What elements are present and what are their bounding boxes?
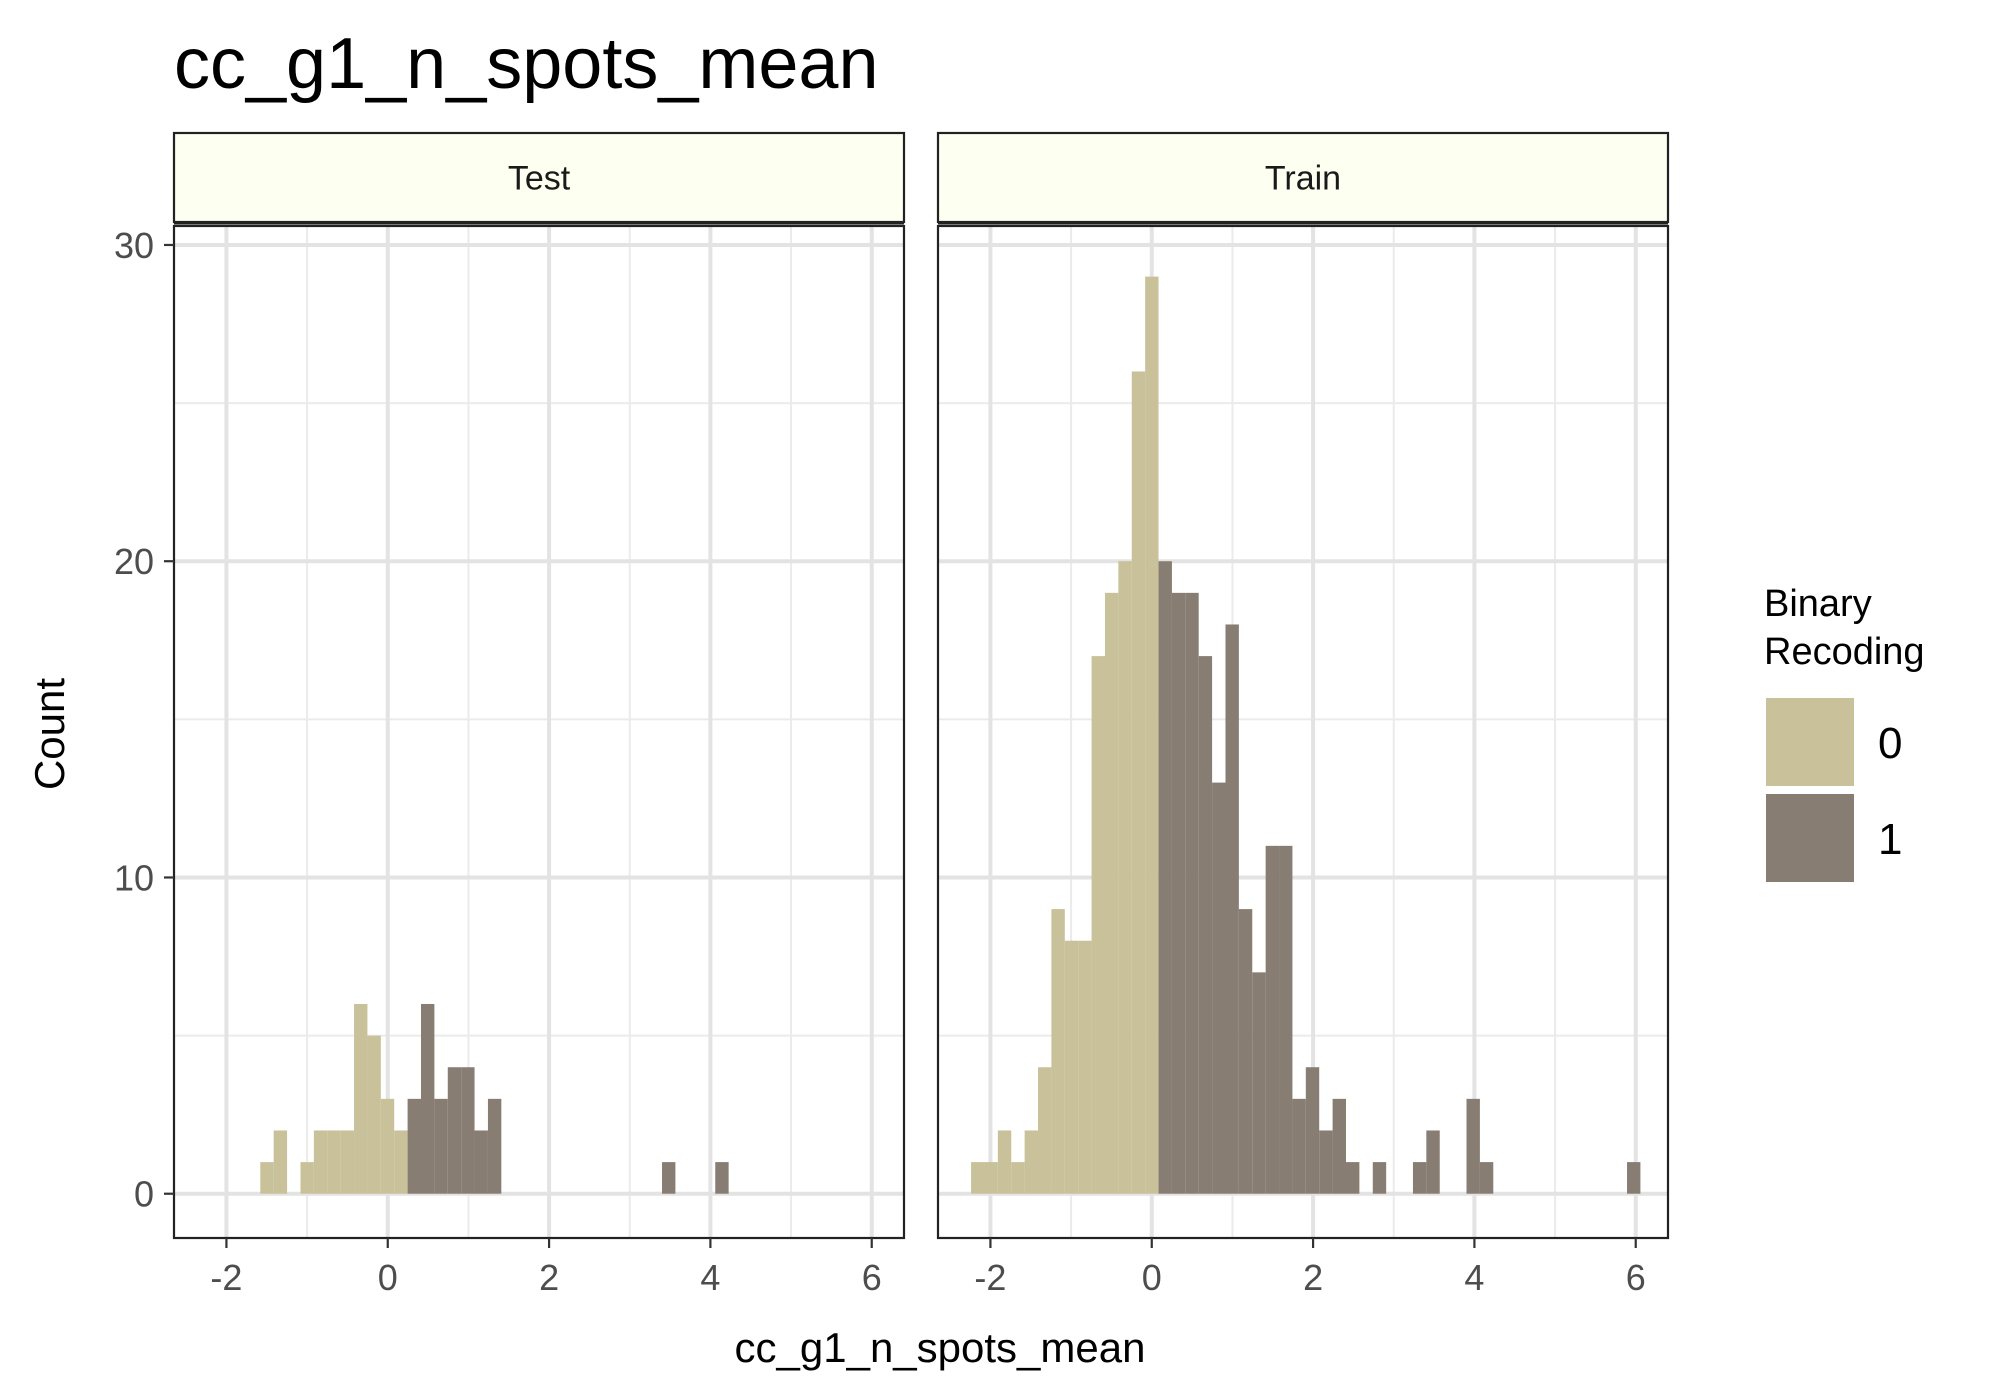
histogram-bar-train-series-1	[1479, 1162, 1494, 1194]
legend-key-1	[1766, 794, 1854, 882]
legend-label-1: 1	[1878, 815, 1902, 864]
histogram-bar-train-series-0	[1118, 561, 1132, 1194]
histogram-bar-train-series-0	[1104, 592, 1119, 1194]
histogram-bar-train-series-1	[1265, 845, 1280, 1194]
histogram-bar-train-series-1	[1627, 1162, 1641, 1194]
histogram-bar-train-series-1	[1319, 1130, 1333, 1194]
y-tick-label: 10	[114, 857, 154, 898]
histogram-bar-train-series-1	[1279, 845, 1293, 1194]
histogram-bar-test-series-1	[662, 1162, 676, 1194]
histogram-bar-train-series-1	[1466, 1098, 1480, 1194]
histogram-bar-train-series-0	[1091, 656, 1105, 1194]
histogram-bar-test-series-1	[434, 1098, 448, 1194]
histogram-bar-train-series-1	[1345, 1162, 1360, 1194]
histogram-bar-train-series-0	[1024, 1130, 1039, 1194]
histogram-bar-test-series-1	[407, 1098, 421, 1194]
facet-strip-label: Test	[508, 160, 571, 198]
histogram-bar-train-series-1	[1305, 1067, 1320, 1194]
histogram-bar-test-series-0	[273, 1130, 288, 1194]
histogram-bar-train-series-1	[1426, 1130, 1440, 1194]
histogram-bar-train-series-1	[1252, 972, 1266, 1194]
histogram-bar-train-series-0	[997, 1130, 1012, 1194]
histogram-bar-test-series-0	[354, 1003, 368, 1194]
histogram-bar-test-series-0	[380, 1098, 395, 1194]
histogram-bar-test-series-1	[461, 1067, 475, 1194]
histogram-bar-train-series-1	[1225, 624, 1239, 1194]
histogram-bar-train-series-0	[1011, 1162, 1025, 1194]
x-tick-label: -2	[974, 1257, 1006, 1298]
y-tick-label: 30	[114, 225, 154, 266]
histogram-bar-train-series-0	[1051, 909, 1065, 1194]
histogram-bar-train-series-0	[1064, 940, 1079, 1194]
histogram-bar-train-series-0	[1038, 1067, 1052, 1194]
x-tick-label: 2	[1303, 1257, 1323, 1298]
histogram-bar-train-series-0	[1078, 940, 1092, 1194]
histogram-bar-train-series-0	[971, 1162, 985, 1194]
panel-test: Test -2 0 2 4 6	[172, 131, 906, 1298]
histogram-bar-train-series-1	[1372, 1162, 1387, 1194]
legend-title: Binary Recoding	[1764, 583, 1925, 673]
histogram-bar-test-series-0	[300, 1162, 314, 1194]
x-tick-label: -2	[210, 1257, 242, 1298]
histogram-bar-train-series-1	[1212, 782, 1226, 1194]
legend-key-0	[1766, 698, 1854, 786]
histogram-bar-train-series-0	[984, 1162, 998, 1194]
histogram-bar-train-series-1	[1198, 656, 1213, 1194]
histogram-bar-test-series-0	[394, 1130, 408, 1194]
facet-strip	[172, 131, 906, 224]
facet-strip	[936, 131, 1670, 224]
x-tick-label: 4	[1464, 1257, 1484, 1298]
panel-background	[174, 226, 904, 1238]
legend-label-0: 0	[1878, 719, 1902, 768]
histogram-bar-test-series-0	[313, 1130, 328, 1194]
panel-border	[936, 224, 1670, 1240]
histogram-bar-test-series-1	[447, 1067, 462, 1194]
histogram-bar-test-series-0	[340, 1130, 355, 1194]
histogram-bar-train-series-1	[1332, 1098, 1346, 1194]
y-tick-label: 0	[134, 1174, 154, 1215]
histogram-bar-test-series-1	[487, 1098, 502, 1194]
histogram-bar-train-series-1	[1158, 561, 1172, 1194]
x-tick-label: 0	[378, 1257, 398, 1298]
y-axis: 0 10 20 30	[114, 225, 174, 1215]
chart-title: cc_g1_n_spots_mean	[174, 24, 879, 104]
histogram-bar-train-series-0	[1131, 371, 1146, 1194]
panel-train: Train -2 0 2 4 6	[936, 131, 1670, 1298]
facet-panels: Test -2 0 2 4 6 Train -2 0 2 4 6	[172, 131, 1670, 1298]
histogram-bar-test-series-0	[260, 1162, 274, 1194]
x-tick-label: 6	[1626, 1257, 1646, 1298]
panel-border	[172, 224, 906, 1240]
histogram-bar-test-series-1	[474, 1130, 488, 1194]
histogram-bar-train-series-1	[1238, 909, 1253, 1194]
histogram-bar-train-series-1	[1171, 592, 1186, 1194]
histogram-bar-test-series-0	[327, 1130, 341, 1194]
x-axis-title: cc_g1_n_spots_mean	[735, 1324, 1146, 1371]
histogram-bar-train-series-1	[1412, 1162, 1427, 1194]
legend: Binary Recoding 0 1	[1764, 583, 1925, 882]
histogram-bar-test-series-1	[715, 1162, 729, 1194]
y-axis-title: Count	[26, 678, 73, 790]
x-tick-label: 4	[700, 1257, 720, 1298]
histogram-bar-train-series-1	[1292, 1098, 1306, 1194]
histogram-bar-train-series-1	[1185, 592, 1199, 1194]
y-tick-label: 20	[114, 541, 154, 582]
x-tick-label: 0	[1142, 1257, 1162, 1298]
facet-strip-label: Train	[1265, 160, 1341, 198]
histogram-bar-test-series-0	[367, 1035, 381, 1194]
histogram-bar-train-series-0	[1145, 276, 1159, 1194]
x-tick-label: 6	[862, 1257, 882, 1298]
x-tick-label: 2	[539, 1257, 559, 1298]
histogram-bar-test-series-1	[420, 1003, 435, 1194]
